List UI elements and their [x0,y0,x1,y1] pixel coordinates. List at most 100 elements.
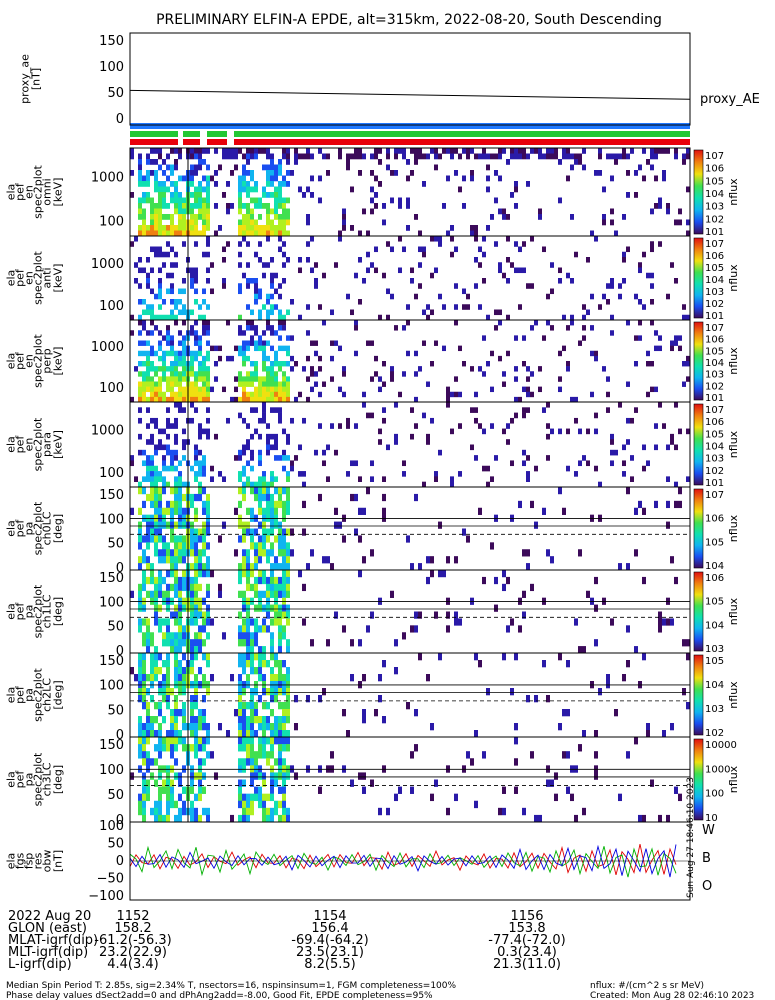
heat-cell [194,702,198,710]
heat-cell [282,737,286,745]
heat-cell [254,576,258,585]
heat-cell [434,779,438,787]
heat-cell [238,230,242,237]
heat-cell [158,688,162,696]
heat-cell [178,203,182,209]
colorbar-tick: 102 [705,728,724,739]
heat-cell [142,667,146,675]
heat-cell [142,391,146,398]
heat-cell [258,695,262,703]
heat-cell [174,476,178,482]
heat-cell [206,660,210,668]
heat-cell [674,402,678,408]
colorbar-label: nflux [727,264,740,292]
heat-cell [634,646,638,654]
heat-cell [610,314,614,321]
heat-cell [154,590,158,598]
heat-cell [286,674,290,682]
heat-cell [138,556,142,564]
heat-cell [342,625,346,633]
heat-cell [470,148,474,154]
heat-cell [386,444,390,451]
heat-cell [162,225,166,231]
heat-cell [526,471,530,477]
heat-cell [146,371,150,377]
heat-cell [286,611,290,619]
colorbar-tick: 106 [705,335,724,346]
heat-cell [302,528,306,536]
heat-cell [178,807,182,816]
heat-cell [374,148,378,154]
heat-cell [250,371,254,377]
heat-cell [494,309,498,316]
heat-cell [258,386,262,393]
heat-cell [670,340,674,346]
heat-cell [270,371,274,377]
heat-cell [474,455,478,461]
heat-cell [274,197,278,204]
heat-cell [270,751,274,759]
heat-cell [242,570,246,578]
heat-cell [150,535,154,543]
heat-cell [250,758,254,766]
heat-cell [410,786,414,794]
heat-cell [146,793,150,802]
heat-cell [254,758,258,766]
heat-cell [626,487,630,495]
heat-cell [194,653,198,661]
heat-cell [250,361,254,367]
heat-cell [410,267,414,274]
heat-cell [250,325,254,331]
heat-cell [138,164,142,171]
heat-cell [278,716,282,724]
heat-cell [242,361,246,367]
heat-cell [422,412,426,419]
heat-cell [606,674,610,682]
heat-cell [458,186,462,193]
heat-cell [146,737,150,745]
heat-cell [146,376,150,382]
heat-cell [454,793,458,802]
heat-cell [154,366,158,372]
ephemeris-value: 0.3(23.4) [497,945,557,960]
colorbar-tick: 104 [705,620,724,631]
heat-cell [158,366,162,372]
heat-cell [666,476,670,482]
heat-cell [194,542,198,550]
heat-cell [286,556,290,564]
heat-cell [178,407,182,413]
heat-cell [582,335,586,341]
heat-cell [210,476,214,482]
heat-cell [274,604,278,612]
heat-cell [198,639,202,647]
heat-cell [174,611,178,619]
colorbar-tick: 101 [705,311,724,322]
heat-cell [578,646,582,654]
heat-cell [266,230,270,237]
heat-cell [238,203,242,209]
heat-cell [270,779,274,787]
heat-cell [150,674,154,682]
heat-cell [530,391,534,398]
heat-cell [270,549,274,557]
heat-cell [246,583,250,592]
heat-cell [282,507,286,515]
heat-cell [214,203,218,209]
heat-cell [594,751,598,759]
heat-cell [278,164,282,171]
heat-cell [390,590,394,598]
heat-cell [458,618,462,626]
heat-cell [146,439,150,445]
heat-cell [282,800,286,809]
heat-cell [286,214,290,220]
heat-cell [522,549,526,557]
heat-cell [226,355,230,362]
heat-cell [262,660,266,668]
heat-cell [170,507,174,515]
heat-cell [278,181,282,187]
heat-cell [402,148,406,154]
heat-cell [322,272,326,279]
heat-cell [262,481,266,488]
heat-cell [182,744,186,752]
heat-cell [154,203,158,209]
